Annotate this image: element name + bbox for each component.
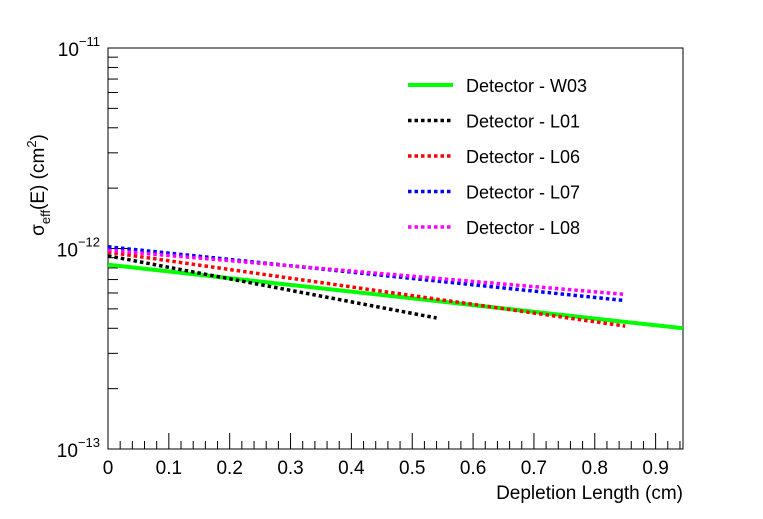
y-tick-exponent: −11: [79, 34, 100, 49]
y-tick-exponent: −12: [78, 235, 100, 250]
legend-label: Detector - L01: [466, 112, 580, 132]
series-line-l06: [107, 250, 626, 328]
y-tick-label: 10−11: [58, 34, 100, 61]
legend-label: Detector - W03: [466, 76, 587, 96]
legend: Detector - W03 Detector - L01 Detector - L…: [408, 76, 587, 238]
legend-label: Detector - L06: [466, 147, 580, 167]
x-tick-label: 0.4: [338, 458, 365, 479]
x-axis-label: Depletion Length (cm): [496, 483, 683, 504]
legend-label: Detector - L08: [466, 218, 580, 238]
series-lines: [107, 245, 684, 331]
y-tick-base: 10: [57, 241, 78, 262]
x-tick-label: 0.9: [642, 458, 668, 479]
y-tick-label: 10−13: [57, 435, 100, 462]
legend-label: Detector - L07: [466, 183, 580, 203]
plot-frame: [107, 47, 684, 450]
y-label-suffix: ): [28, 134, 49, 140]
y-tick-base: 10: [58, 40, 79, 61]
x-tick-label: 0.6: [460, 458, 486, 479]
series-line-l08: [107, 248, 626, 297]
series-line-l07: [107, 245, 626, 303]
y-label-sup: 2: [24, 140, 39, 147]
x-axis-ticks: 0 0.1 0.2 0.3 0.4 0.5 0.6 0.7 0.8 0.9: [103, 433, 669, 479]
y-label-middle: (E) (cm: [28, 148, 49, 210]
x-tick-label: 0.2: [216, 458, 242, 479]
y-axis-label: σeff(E) (cm2): [24, 134, 53, 236]
y-tick-base: 10: [57, 441, 78, 462]
x-tick-label: 0.7: [521, 458, 547, 479]
x-tick-label: 0: [103, 458, 114, 479]
x-tick-label: 0.1: [156, 458, 182, 479]
minor-ticks: [108, 56, 681, 449]
y-label-sub: eff: [38, 210, 53, 225]
x-tick-label: 0.8: [582, 458, 608, 479]
y-tick-label: 10−12: [57, 235, 100, 262]
x-tick-label: 0.5: [399, 458, 425, 479]
x-tick-label: 0.3: [277, 458, 303, 479]
y-label-sigma: σ: [28, 224, 49, 236]
y-tick-exponent: −13: [78, 435, 100, 450]
